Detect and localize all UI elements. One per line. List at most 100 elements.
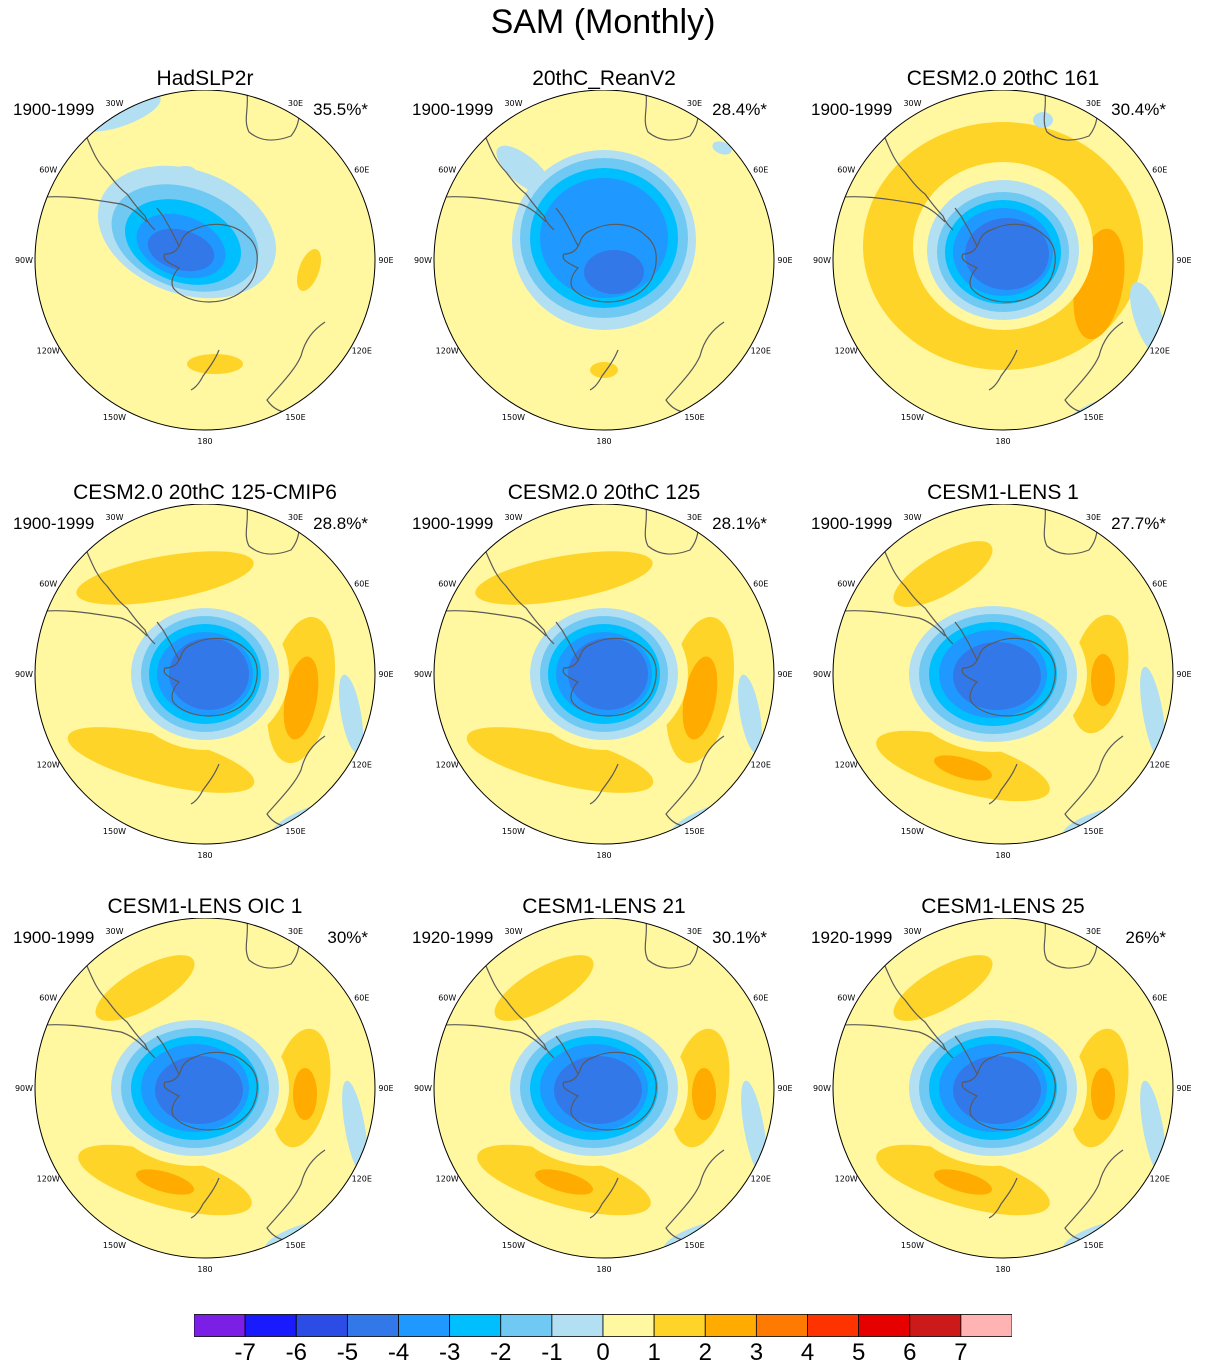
panel-title: HadSLP2r bbox=[156, 67, 254, 90]
panel-variance-explained: 30.4%* bbox=[1111, 100, 1166, 119]
colorbar-tick-label: -7 bbox=[234, 1339, 256, 1366]
panel-title: CESM2.0 20thC 161 bbox=[906, 67, 1100, 90]
sam-pattern-contours bbox=[434, 918, 774, 1258]
panel-title: 20thC_ReanV2 bbox=[532, 67, 676, 90]
longitude-label: 90E bbox=[378, 256, 393, 265]
colorbar-tick-label: 2 bbox=[698, 1339, 712, 1366]
longitude-label: 180 bbox=[596, 851, 611, 860]
longitude-label: 30W bbox=[504, 513, 522, 522]
colorbar-tick-label: 0 bbox=[596, 1339, 610, 1366]
map-boundary bbox=[34, 918, 376, 1259]
polar-stereographic-map: 030E60E90E120E150E180150W120W90W60W30W bbox=[414, 504, 793, 860]
map-panel: 20thC_ReanV21900-199928.4%*030E60E90E120… bbox=[404, 66, 804, 478]
longitude-label: 30W bbox=[903, 927, 921, 936]
colorbar-box bbox=[704, 1314, 757, 1337]
map-boundary bbox=[433, 90, 775, 431]
longitude-label: 90W bbox=[414, 256, 432, 265]
polar-stereographic-map: 030E60E90E120E150E180150W120W90W60W30W bbox=[15, 918, 394, 1274]
polar-stereographic-map: 030E60E90E120E150E180150W120W90W60W30W bbox=[813, 90, 1192, 446]
colorbar bbox=[194, 1314, 1012, 1337]
map-boundary bbox=[832, 918, 1174, 1259]
longitude-label: 150E bbox=[1083, 413, 1103, 422]
longitude-label: 30W bbox=[105, 99, 123, 108]
sam-pattern-contours bbox=[35, 918, 375, 1258]
longitude-label: 180 bbox=[995, 851, 1010, 860]
colorbar-box bbox=[602, 1314, 655, 1337]
longitude-label: 60E bbox=[354, 580, 369, 589]
coastlines bbox=[434, 91, 747, 414]
longitude-label: 120E bbox=[751, 761, 771, 770]
colorbar-box bbox=[755, 1314, 808, 1337]
longitude-label: 120W bbox=[37, 761, 60, 770]
colorbar-box bbox=[295, 1314, 348, 1337]
figure-title: SAM (Monthly) bbox=[490, 3, 716, 41]
longitude-label: 180 bbox=[197, 1265, 212, 1274]
map-panel: CESM2.0 20thC 125-CMIP61900-199928.8%*03… bbox=[5, 480, 405, 892]
longitude-label: 90E bbox=[1176, 1084, 1191, 1093]
panel-title: CESM1-LENS 21 bbox=[522, 895, 686, 918]
colorbar-box bbox=[398, 1314, 451, 1337]
longitude-label: 90W bbox=[414, 1084, 432, 1093]
map-boundary bbox=[832, 90, 1174, 431]
longitude-label: 120W bbox=[436, 761, 459, 770]
panel-variance-explained: 30%* bbox=[327, 928, 368, 947]
longitude-label: 30E bbox=[288, 99, 303, 108]
coastlines bbox=[833, 505, 1146, 828]
longitude-label: 150W bbox=[502, 827, 525, 836]
map-panel: CESM1-LENS 251920-199926%*030E60E90E120E… bbox=[803, 894, 1203, 1306]
longitude-label: 150W bbox=[502, 413, 525, 422]
longitude-label: 90E bbox=[1176, 670, 1191, 679]
longitude-label: 60E bbox=[354, 994, 369, 1003]
longitude-label: 120E bbox=[352, 761, 372, 770]
longitude-label: 90E bbox=[777, 256, 792, 265]
panel-period: 1900-1999 bbox=[811, 514, 893, 533]
sam-pattern-contours bbox=[833, 504, 1173, 844]
longitude-label: 60E bbox=[1152, 580, 1167, 589]
longitude-label: 120E bbox=[1150, 1175, 1170, 1184]
map-panel: HadSLP2r1900-199935.5%*030E60E90E120E150… bbox=[5, 66, 405, 478]
colorbar-box bbox=[858, 1314, 911, 1337]
coastlines bbox=[833, 919, 1146, 1242]
longitude-label: 90W bbox=[813, 256, 831, 265]
panel-title: CESM2.0 20thC 125 bbox=[507, 481, 701, 504]
longitude-label: 150E bbox=[285, 413, 305, 422]
longitude-label: 90E bbox=[777, 1084, 792, 1093]
panel-period: 1920-1999 bbox=[412, 928, 494, 947]
panel-title: CESM1-LENS 25 bbox=[921, 895, 1085, 918]
longitude-label: 120E bbox=[1150, 761, 1170, 770]
polar-stereographic-map: 030E60E90E120E150E180150W120W90W60W30W bbox=[414, 90, 793, 446]
longitude-label: 60W bbox=[39, 166, 57, 175]
longitude-label: 60E bbox=[753, 166, 768, 175]
panel-period: 1900-1999 bbox=[412, 514, 494, 533]
polar-stereographic-map: 030E60E90E120E150E180150W120W90W60W30W bbox=[813, 504, 1192, 860]
sam-pattern-contours bbox=[833, 918, 1173, 1258]
longitude-label: 60E bbox=[753, 994, 768, 1003]
coastlines bbox=[434, 919, 747, 1242]
longitude-label: 150W bbox=[901, 1241, 924, 1250]
sam-pattern-contours bbox=[434, 504, 774, 844]
longitude-label: 90E bbox=[777, 670, 792, 679]
colorbar-box bbox=[960, 1314, 1012, 1337]
longitude-label: 180 bbox=[197, 851, 212, 860]
longitude-label: 120W bbox=[37, 1175, 60, 1184]
longitude-label: 30E bbox=[687, 99, 702, 108]
longitude-label: 30W bbox=[903, 513, 921, 522]
panel-period: 1900-1999 bbox=[13, 928, 95, 947]
longitude-label: 30E bbox=[687, 927, 702, 936]
panel-variance-explained: 28.1%* bbox=[712, 514, 767, 533]
longitude-label: 150W bbox=[901, 413, 924, 422]
panel-title: CESM2.0 20thC 125-CMIP6 bbox=[73, 481, 337, 504]
longitude-label: 180 bbox=[596, 1265, 611, 1274]
panel-variance-explained: 27.7%* bbox=[1111, 514, 1166, 533]
polar-stereographic-map: 030E60E90E120E150E180150W120W90W60W30W bbox=[813, 918, 1192, 1274]
longitude-label: 30W bbox=[105, 513, 123, 522]
longitude-label: 30E bbox=[1086, 513, 1101, 522]
panel-title: CESM1-LENS 1 bbox=[927, 481, 1079, 504]
colorbar-tick-label: 4 bbox=[800, 1339, 815, 1366]
panel-period: 1900-1999 bbox=[13, 100, 95, 119]
longitude-label: 120W bbox=[835, 1175, 858, 1184]
polar-stereographic-map: 030E60E90E120E150E180150W120W90W60W30W bbox=[414, 918, 793, 1274]
longitude-label: 60E bbox=[354, 166, 369, 175]
longitude-label: 120E bbox=[352, 347, 372, 356]
longitude-label: 60W bbox=[438, 166, 456, 175]
